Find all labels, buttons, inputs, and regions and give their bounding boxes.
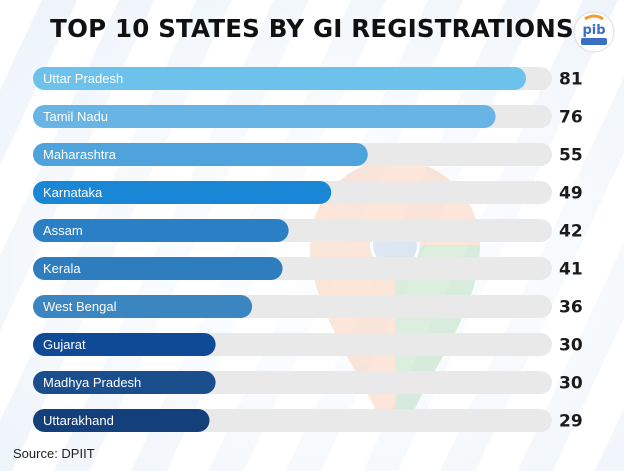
bar: [33, 409, 210, 432]
bar: [33, 295, 253, 318]
category-label: Madhya Pradesh: [43, 375, 141, 390]
bar: [33, 219, 289, 242]
value-label: 49: [559, 184, 583, 204]
value-label: 30: [559, 374, 583, 394]
pib-logo-icon: pib: [573, 11, 615, 53]
category-label: Uttar Pradesh: [43, 71, 123, 86]
bar: [33, 105, 496, 128]
pib-logo-text: pib: [582, 23, 605, 38]
chart-title: TOP 10 STATES BY GI REGISTRATIONS: [50, 14, 574, 43]
category-label: Tamil Nadu: [43, 109, 108, 124]
category-label: Karnataka: [43, 185, 103, 200]
bar: [33, 143, 368, 166]
value-label: 81: [559, 70, 583, 90]
value-label: 29: [559, 412, 583, 432]
category-label: Kerala: [43, 261, 81, 276]
bar: [33, 333, 216, 356]
bar: [33, 181, 332, 204]
value-label: 76: [559, 108, 583, 128]
value-label: 36: [559, 298, 583, 318]
value-label: 42: [559, 222, 583, 242]
value-label: 30: [559, 336, 583, 356]
category-label: Gujarat: [43, 337, 86, 352]
bar: [33, 67, 526, 90]
bar: [33, 257, 283, 280]
source-note: Source: DPIIT: [13, 446, 95, 461]
value-label: 41: [559, 260, 583, 280]
category-label: Uttarakhand: [43, 413, 114, 428]
category-label: Maharashtra: [43, 147, 117, 162]
value-label: 55: [559, 146, 583, 166]
bar: [33, 371, 216, 394]
category-label: West Bengal: [43, 299, 117, 314]
category-label: Assam: [43, 223, 83, 238]
